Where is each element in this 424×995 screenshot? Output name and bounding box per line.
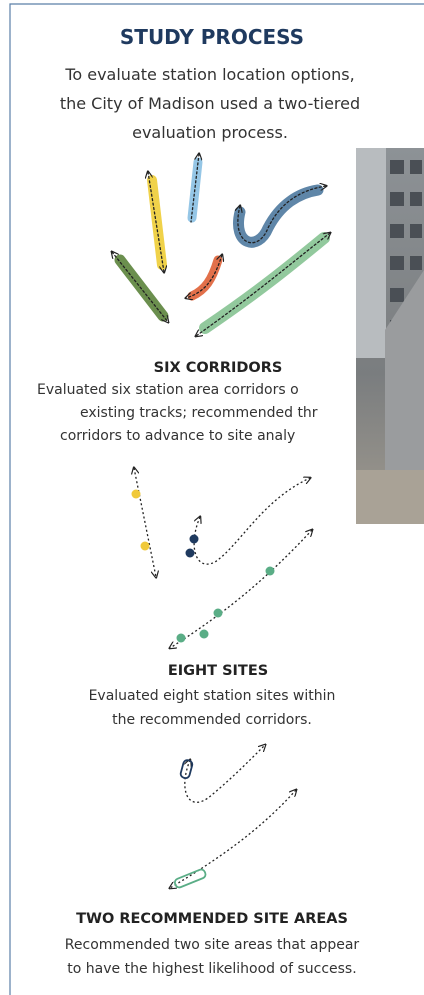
section-text: Recommended two site areas that appear — [65, 937, 360, 953]
section-text: the recommended corridors. — [112, 712, 312, 728]
section-text: existing tracks; recommended thr — [80, 405, 318, 421]
section-heading: SIX CORRIDORS — [154, 360, 283, 376]
section-text: Evaluated eight station sites within — [89, 688, 336, 704]
page: STUDY PROCESS To evaluate station locati… — [0, 0, 424, 995]
corridors-illustration — [112, 154, 330, 336]
title: STUDY PROCESS — [120, 25, 304, 49]
intro-line: To evaluate station location options, — [64, 65, 354, 84]
intro-line: evaluation process. — [132, 123, 288, 142]
site-areas-illustration — [170, 745, 296, 889]
sites-illustration — [132, 468, 313, 648]
station-photo — [356, 148, 424, 524]
section-text: Evaluated six station area corridors o — [37, 382, 299, 398]
section-heading: EIGHT SITES — [168, 663, 268, 679]
section-text: corridors to advance to site analy — [60, 428, 295, 444]
section-heading: TWO RECOMMENDED SITE AREAS — [76, 911, 348, 927]
section-text: to have the highest likelihood of succes… — [67, 961, 356, 977]
intro-line: the City of Madison used a two-tiered — [60, 94, 360, 113]
